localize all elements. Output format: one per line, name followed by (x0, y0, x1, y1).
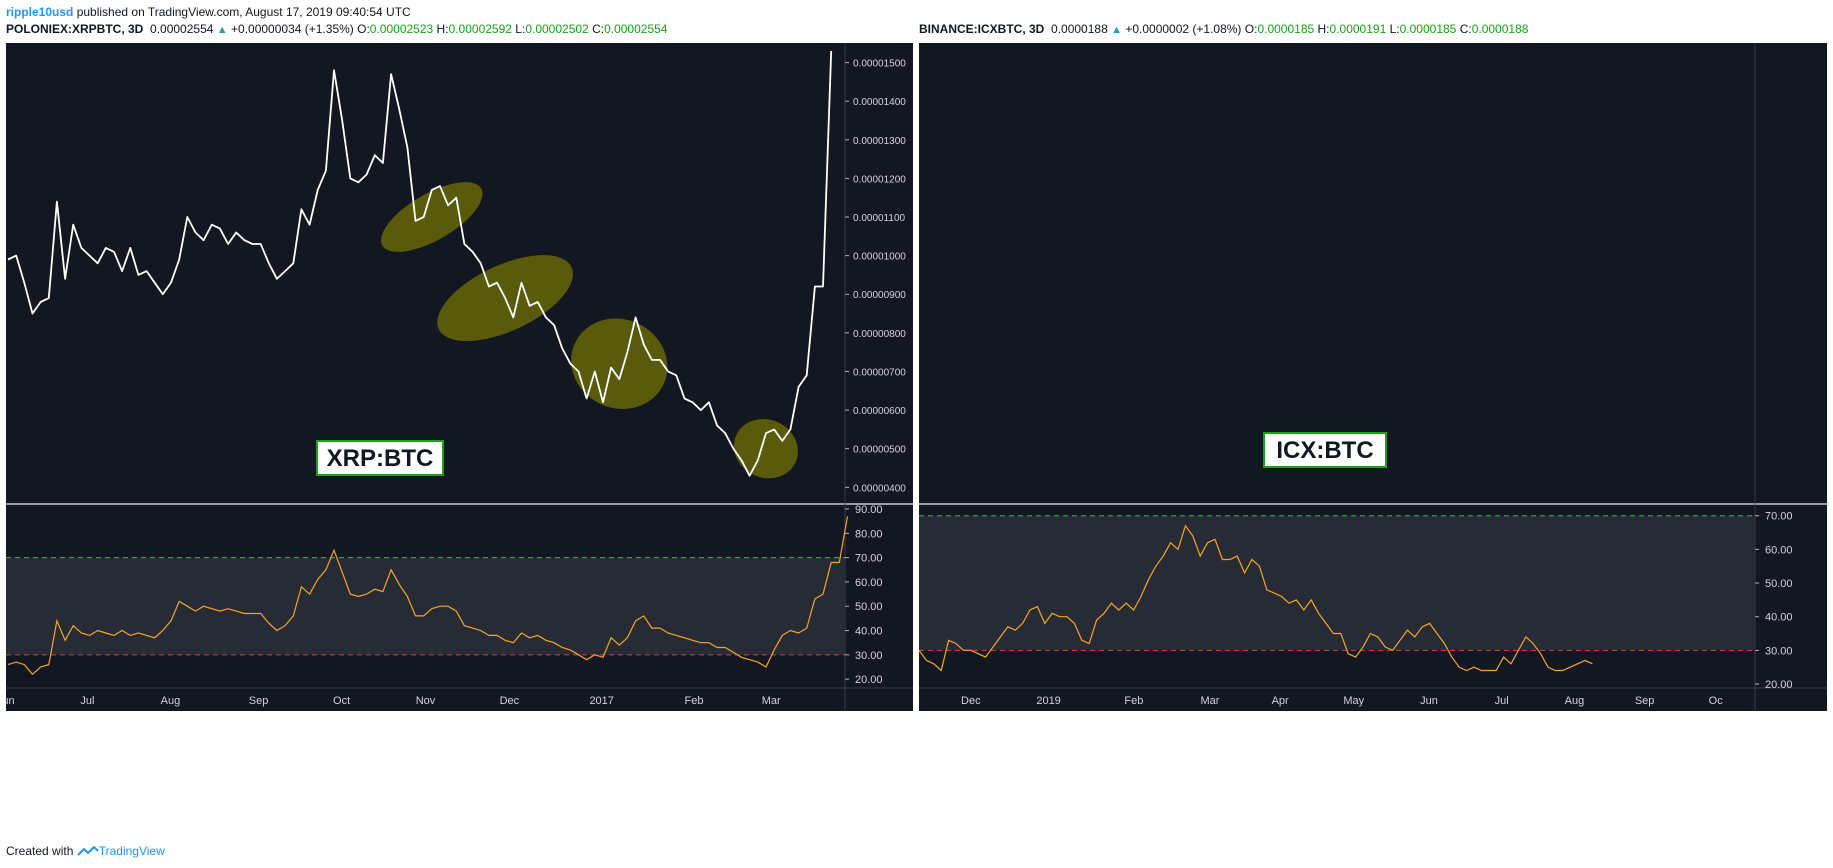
symbol-line-right: BINANCE:ICXBTC, 3D 0.0000188 ▲ +0.000000… (919, 22, 1528, 36)
rsi-tick-label: 50.00 (1765, 578, 1793, 590)
symbol-name[interactable]: POLONIEX:XRPBTC, 3D (6, 22, 144, 36)
price-tick-label: 0.00000600 (853, 406, 906, 417)
time-tick-label: Dec (961, 695, 981, 707)
open-label: O: (1244, 22, 1258, 36)
time-tick-label: Oc (1709, 695, 1724, 707)
time-tick-label: May (1343, 695, 1364, 707)
last-price: 0.00002554 (150, 22, 214, 36)
rsi-band (919, 515, 1755, 651)
publish-text: published on TradingView.com, August 17,… (73, 5, 411, 19)
symbol-line-left: POLONIEX:XRPBTC, 3D 0.00002554 ▲ +0.0000… (6, 22, 667, 36)
panel-divider (913, 43, 919, 833)
price-tick-label: 0.00001400 (853, 97, 906, 108)
rsi-band (6, 557, 845, 655)
time-tick-label: un (6, 695, 15, 707)
xrp-btc-chart-panel[interactable]: 0.00001500 0.00001400 0.00001300 0.00001200… (6, 43, 913, 833)
rsi-tick-label: 90.00 (855, 504, 883, 516)
up-triangle-icon: ▲ (1111, 24, 1122, 36)
open-label: O: (357, 22, 370, 36)
rsi-tick-label: 30.00 (1765, 645, 1793, 657)
time-tick-label: Aug (161, 695, 181, 707)
price-tick-label: 0.00001200 (853, 174, 906, 185)
time-tick-label: Feb (684, 695, 703, 707)
price-tick-label: 0.00001100 (853, 213, 906, 224)
rsi-line (919, 524, 1593, 672)
author-link[interactable]: ripple10usd (6, 5, 74, 19)
footer: Created with TradingView (6, 844, 165, 858)
rsi-tick-label: 50.00 (855, 601, 883, 613)
created-with-text: Created with (6, 844, 74, 858)
time-tick-label: Dec (500, 695, 520, 707)
rsi-tick-label: 20.00 (1765, 679, 1793, 691)
low-value: 0.00002502 (525, 22, 589, 36)
rsi-tick-label: 40.00 (1765, 612, 1793, 624)
price-tick-label: 0.00000800 (853, 329, 906, 340)
price-tick-label: 0.00001000 (853, 252, 906, 263)
time-tick-label: Nov (416, 695, 436, 707)
time-tick-label: Apr (1272, 695, 1289, 707)
pair-label-box (316, 440, 444, 476)
price-tick-label: 0.00000500 (853, 445, 906, 456)
time-tick-label: 2017 (589, 695, 613, 707)
tradingview-link[interactable]: TradingView (98, 844, 165, 858)
low-label: L: (1389, 22, 1400, 36)
price-line (7, 50, 833, 477)
pair-label: XRP:BTC (327, 445, 434, 472)
high-label: H: (436, 22, 449, 36)
time-axis-bg (6, 688, 913, 711)
open-value: 0.00002523 (369, 22, 434, 36)
time-tick-label: Feb (1124, 695, 1143, 707)
rsi-tick-label: 40.00 (855, 626, 883, 638)
price-tick-label: 0.00000700 (853, 367, 906, 378)
open-value: 0.0000185 (1257, 22, 1315, 36)
pair-label-box (1263, 432, 1387, 468)
time-tick-label: Jun (1420, 695, 1438, 707)
time-tick-label: Jul (1495, 695, 1509, 707)
price-pane-bg (919, 43, 1827, 503)
time-tick-label: Mar (1200, 695, 1219, 707)
time-tick-label: Sep (249, 695, 269, 707)
time-tick-label: Sep (1635, 695, 1655, 707)
high-value: 0.0000191 (1329, 22, 1387, 36)
low-value: 0.0000185 (1399, 22, 1457, 36)
rsi-tick-label: 80.00 (855, 528, 883, 540)
close-label: C: (592, 22, 605, 36)
time-tick-label: Oct (333, 695, 350, 707)
tradingview-logo-icon (77, 845, 99, 856)
price-tick-label: 0.00001500 (853, 59, 906, 70)
high-value: 0.00002592 (448, 22, 512, 36)
last-price: 0.0000188 (1051, 22, 1108, 36)
time-axis-bg (919, 688, 1827, 711)
time-tick-label: Mar (762, 695, 781, 707)
up-triangle-icon: ▲ (216, 24, 228, 36)
high-label: H: (1317, 22, 1330, 36)
price-change: +0.0000002 (+1.08%) (1125, 22, 1242, 36)
rsi-tick-label: 60.00 (1765, 544, 1793, 556)
highlight-ellipse (733, 419, 798, 479)
pair-label: ICX:BTC (1276, 437, 1373, 464)
symbol-name[interactable]: BINANCE:ICXBTC, 3D (919, 22, 1045, 36)
rsi-tick-label: 30.00 (855, 650, 883, 662)
price-tick-label: 0.00000400 (853, 483, 906, 494)
publish-info: ripple10usd published on TradingView.com… (6, 5, 411, 19)
low-label: L: (515, 22, 526, 36)
price-tick-label: 0.00000900 (853, 290, 906, 301)
rsi-tick-label: 70.00 (1765, 511, 1793, 523)
time-tick-label: 2019 (1036, 695, 1060, 707)
time-tick-label: Aug (1565, 695, 1585, 707)
price-tick-label: 0.00001300 (853, 136, 906, 147)
rsi-tick-label: 60.00 (855, 577, 883, 589)
time-tick-label: Jul (80, 695, 94, 707)
rsi-tick-label: 70.00 (855, 553, 883, 565)
close-value: 0.0000188 (1471, 22, 1529, 36)
close-label: C: (1459, 22, 1472, 36)
close-value: 0.00002554 (604, 22, 668, 36)
rsi-tick-label: 20.00 (855, 674, 883, 686)
icx-btc-chart-panel[interactable]: 0.00009000.00008500.00008000.00007500.00… (919, 43, 1827, 833)
header: ripple10usd published on TradingView.com… (0, 0, 1833, 42)
price-change: +0.00000034 (+1.35%) (231, 22, 354, 36)
rsi-line (7, 516, 849, 676)
